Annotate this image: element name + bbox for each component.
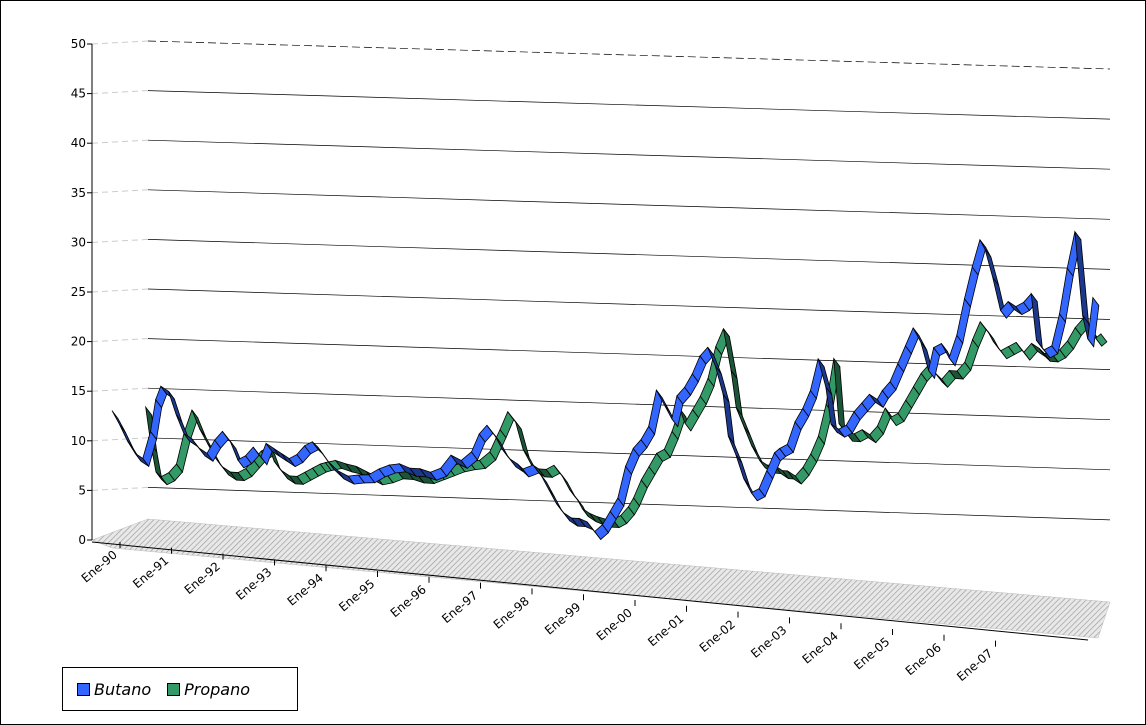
legend-swatch-butano [77,682,90,696]
y-tick-label: 25 [71,285,86,299]
x-tick-label: Ene-95 [336,577,377,615]
x-axis-line [91,541,1089,641]
x-tick-label: Ene-93 [233,565,274,603]
y-tick-label: 15 [71,384,86,398]
legend-label-butano: Butano [94,679,152,699]
x-tick-label: Ene-91 [130,553,171,591]
gridline [91,238,149,243]
gridline [91,387,149,392]
x-tick-label: Ene-92 [182,559,223,597]
y-tick-label: 30 [71,235,86,249]
gridline [147,338,1111,370]
gridline [147,40,1111,70]
x-tick-label: Ene-90 [79,548,120,586]
series-segment [735,454,751,487]
chart-floor [91,518,1111,639]
series-segment [1095,333,1108,347]
y-tick-label: 10 [71,434,86,448]
series-segment [723,328,738,379]
series-segment [956,297,971,345]
series-segment [964,266,979,308]
x-tick-label: Ene-99 [542,600,583,638]
x-tick-label: Ene-03 [748,623,789,661]
series-segment [1030,292,1043,350]
series-segment [617,465,632,507]
y-tick-label: 35 [71,186,86,200]
series-segment [735,407,751,435]
gridline [91,189,149,194]
series-segment [509,458,525,473]
gridline [91,288,149,293]
x-tick-label: Ene-02 [697,617,738,655]
y-tick-label: 5 [78,483,86,497]
gridline [147,189,1111,220]
gridline [91,486,149,491]
series-segment [743,426,759,454]
gridline [147,288,1111,320]
floor [91,518,1111,639]
x-tick-label: Ene-06 [903,640,944,678]
y-tick-label: 20 [71,335,86,349]
gridline [147,90,1111,120]
gridline [147,437,1111,471]
x-tick-label: Ene-01 [645,611,686,649]
x-tick-label: Ene-05 [851,635,892,673]
series-segment [522,464,540,478]
series-segment [168,391,183,423]
y-tick-label: 40 [71,136,86,150]
series-segment [1074,230,1090,325]
legend-item-butano: Butano [77,680,151,699]
gridline [91,338,149,343]
y-tick-label: 50 [71,37,86,51]
legend-item-propano: Propano [167,680,250,699]
gridline [91,437,149,442]
gridline [147,387,1111,421]
y-tick-label: 45 [71,87,86,101]
series-segment [1087,296,1100,348]
x-tick-label: Ene-00 [594,606,635,644]
series-butano [111,230,1100,541]
series-segment [727,435,743,464]
x-tick-label: Ene-96 [388,582,429,620]
legend-swatch-propano [167,682,181,696]
series-segment [119,424,134,450]
gridlines [91,40,1111,521]
gridline [147,139,1111,170]
x-tick-label: Ene-98 [491,594,532,632]
legend-label-propano: Propano [184,679,251,699]
x-tick-label: Ene-97 [439,588,480,626]
gridline [91,40,149,45]
x-tick-label: Ene-07 [954,646,995,684]
series-segment [1059,267,1074,323]
x-tick-label: Ene-94 [285,571,326,609]
legend: Butano Propano [62,667,298,711]
series-segment [984,249,1000,286]
x-tick-label: Ene-04 [800,629,841,667]
gridline [91,139,149,144]
series-segment [715,365,730,403]
series-segment [515,421,530,458]
y-tick-label: 0 [78,533,86,547]
gridline [147,239,1111,270]
gridline [147,487,1111,521]
series-propano [145,318,1108,529]
y-axis: 0 5 10 15 20 25 30 35 40 45 50 [71,37,93,547]
gridline [91,90,149,95]
